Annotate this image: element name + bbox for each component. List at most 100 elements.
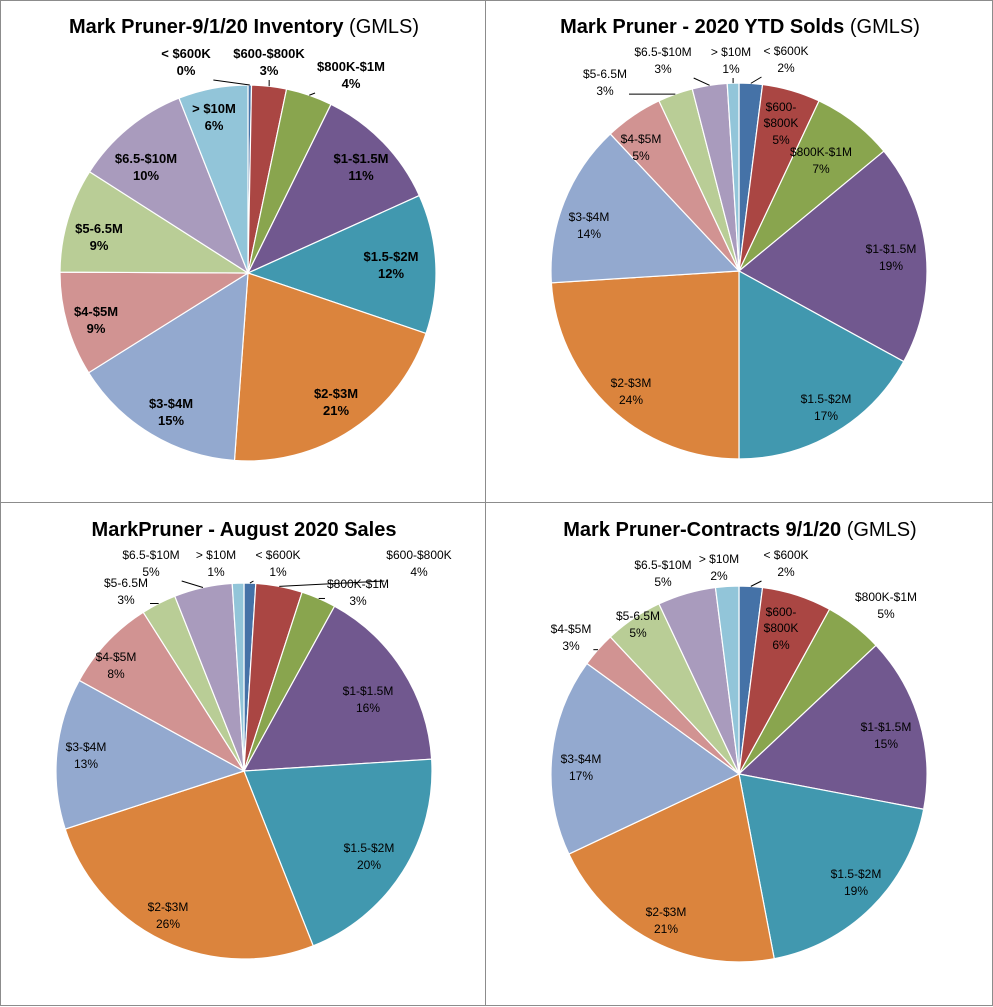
slice-label-1-1-5m: $1-$1.5M 19%: [866, 242, 917, 273]
slice-percent: 5%: [877, 607, 895, 621]
slice-percent: 1%: [269, 565, 287, 579]
slice-category: $2-$3M: [611, 376, 652, 390]
pie-slice-2-3m: [550, 270, 740, 460]
pie-slice-1-1-5m: [737, 644, 928, 810]
slice-label-10m: > $10M 1%: [196, 548, 236, 579]
slice-percent: 21%: [323, 403, 349, 418]
slice-label-600k: < $600K 1%: [255, 548, 300, 579]
slice-label-800k-1m: $800K-$1M 7%: [790, 145, 852, 176]
chart-panel-ytd-solds: Mark Pruner - 2020 YTD Solds (GMLS) < $60…: [485, 0, 993, 503]
pie-slice-10m: [231, 582, 245, 772]
slice-percent: 19%: [844, 884, 868, 898]
chart-title: Mark Pruner-9/1/20 Inventory (GMLS): [69, 16, 419, 38]
slice-percent: 1%: [207, 565, 225, 579]
slice-percent: 2%: [777, 61, 795, 75]
slice-category: $4-$5M: [621, 132, 662, 146]
chart-title-suffix: (GMLS): [844, 16, 920, 38]
leader-lines: [150, 580, 385, 604]
slice-label-600-800k: $600-$800K 3%: [233, 46, 305, 78]
slice-category: $3-$4M: [149, 396, 193, 411]
pie-slice-1-5-2m: [243, 758, 433, 947]
slice-label-600-800k: $600- $800K 6%: [764, 605, 799, 652]
slice-label-800k-1m: $800K-$1M 3%: [327, 577, 389, 608]
slice-category: $800K-$1M: [855, 590, 917, 604]
slice-category: < $600K: [763, 44, 808, 58]
slice-category: $800K: [764, 621, 799, 635]
pie-labels: < $600K 0% $600-$800K 3% $800K-$1M 4% $1-$1.5M…: [74, 46, 419, 428]
leader-line-6-5-10m: [181, 580, 204, 589]
pie-slice-3-4m: [87, 271, 249, 462]
slice-label-4-5m: $4-$5M 9%: [74, 304, 118, 336]
pie-slice-3-4m: [55, 679, 246, 830]
slice-category: $5-6.5M: [104, 576, 148, 590]
pie-labels: < $600K 2% $600- $800K 6% $800K-$1M 5% $1-$1.5M…: [551, 548, 917, 936]
slice-percent: 3%: [117, 593, 135, 607]
pie-slice-6-5-10m: [88, 97, 250, 275]
slice-label-1-1-5m: $1-$1.5M 11%: [334, 151, 389, 183]
leader-lines: [593, 580, 762, 651]
slice-percent: 15%: [874, 737, 898, 751]
slice-percent: 14%: [577, 227, 601, 241]
slice-label-1-5-2m: $1.5-$2M 19%: [831, 867, 882, 898]
pie-slice-4-5m: [78, 611, 245, 772]
chart-title: Mark Pruner-Contracts 9/1/20 (GMLS): [563, 519, 916, 541]
slice-category: $3-$4M: [66, 740, 107, 754]
pie-slices: [55, 582, 433, 960]
slice-percent: 9%: [87, 321, 106, 336]
slice-percent: 26%: [156, 917, 180, 931]
slice-percent: 12%: [378, 266, 404, 281]
slice-label-3-4m: $3-$4M 13%: [66, 740, 107, 771]
slice-category: $5-6.5M: [616, 609, 660, 623]
slice-category: $4-$5M: [74, 304, 118, 319]
pie-slice-1-5-2m: [246, 194, 437, 335]
slice-percent: 0%: [177, 63, 196, 78]
slice-label-6-5-10m: $6.5-$10M 3%: [634, 45, 691, 76]
chart-title-main: Mark Pruner - 2020 YTD Solds: [560, 16, 844, 38]
slice-category: < $600K: [161, 46, 211, 61]
chart-title: MarkPruner - August 2020 Sales: [92, 519, 397, 541]
slice-percent: 5%: [632, 149, 650, 163]
slice-percent: 24%: [619, 393, 643, 407]
slice-label-5-6-5m: $5-6.5M 5%: [616, 609, 660, 640]
slice-percent: 13%: [74, 757, 98, 771]
leader-line-600k: [750, 76, 762, 84]
slice-category: $1.5-$2M: [831, 867, 882, 881]
slice-category: $600-: [766, 605, 797, 619]
slice-label-2-3m: $2-$3M 26%: [148, 900, 189, 931]
leader-lines: [629, 76, 762, 95]
slice-label-6-5-10m: $6.5-$10M 5%: [634, 558, 691, 589]
chart-title-main: Mark Pruner-Contracts 9/1/20: [563, 519, 841, 541]
slice-percent: 3%: [260, 63, 279, 78]
slice-label-1-1-5m: $1-$1.5M 16%: [343, 684, 394, 715]
slice-category: $1-$1.5M: [334, 151, 389, 166]
slice-category: $600-$800K: [386, 548, 451, 562]
pie-slice-2-3m: [233, 272, 427, 462]
pie-slices: [550, 585, 928, 963]
slice-label-2-3m: $2-$3M 21%: [646, 905, 687, 936]
slice-percent: 4%: [342, 76, 361, 91]
slice-category: $6.5-$10M: [122, 548, 179, 562]
slice-label-6-5-10m: $6.5-$10M 5%: [122, 548, 179, 579]
pie-slice-1-5-2m: [738, 773, 925, 960]
pie-slice-1-1-5m: [246, 103, 421, 275]
chart-title: Mark Pruner - 2020 YTD Solds (GMLS): [560, 16, 920, 38]
chart-panel-august-sales: MarkPruner - August 2020 Sales < $600K 1% $…: [0, 502, 486, 1006]
slice-label-600-800k: $600-$800K 4%: [386, 548, 451, 579]
slice-category: $2-$3M: [148, 900, 189, 914]
slice-label-600k: < $600K 2%: [763, 44, 808, 75]
slice-category: $4-$5M: [551, 622, 592, 636]
slice-category: $4-$5M: [96, 650, 137, 664]
slice-category: $800K-$1M: [790, 145, 852, 159]
slice-label-10m: > $10M 2%: [699, 552, 739, 583]
pie-slice-1-5-2m: [738, 269, 905, 460]
slice-label-1-5-2m: $1.5-$2M 20%: [344, 841, 395, 872]
pie-slice-2-3m: [568, 773, 775, 963]
slice-category: < $600K: [255, 548, 300, 562]
slice-label-1-5-2m: $1.5-$2M 17%: [801, 392, 852, 423]
slice-category: $6.5-$10M: [634, 45, 691, 59]
slice-category: $600-: [766, 100, 797, 114]
slice-category: $800K-$1M: [317, 59, 385, 74]
slice-category: $1.5-$2M: [364, 249, 419, 264]
slice-percent: 5%: [654, 575, 672, 589]
slice-category: $2-$3M: [646, 905, 687, 919]
